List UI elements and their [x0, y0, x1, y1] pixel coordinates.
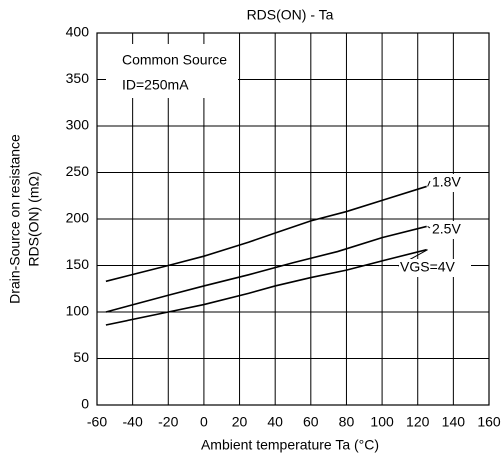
series-line [105, 185, 427, 283]
x-tick-label: 60 [303, 414, 319, 430]
x-tick-label: 140 [442, 414, 466, 430]
leader-line [427, 226, 431, 229]
chart-title: RDS(ON) - Ta [247, 7, 334, 23]
y-tick-label: 350 [66, 70, 90, 86]
label-bg [431, 174, 461, 192]
series-line [105, 225, 427, 313]
x-tick-label: 100 [370, 414, 394, 430]
x-tick-label: 40 [267, 414, 283, 430]
y-tick-label: 300 [66, 117, 90, 133]
y-axis-title: Drain-Source on resistance [7, 134, 23, 304]
label-bg [431, 221, 461, 239]
x-tick-label: 160 [477, 414, 501, 430]
y-tick-label: 150 [66, 256, 90, 272]
x-tick-label: 0 [200, 414, 208, 430]
y-tick-label: 400 [66, 24, 90, 40]
y-tick-label: 100 [66, 303, 90, 319]
x-tick-label: 120 [406, 414, 430, 430]
series-label: 1.8V [432, 174, 461, 190]
y-axis-title: RDS(ON) (mΩ) [26, 171, 42, 266]
x-tick-label: 20 [232, 414, 248, 430]
series-label: VGS=4V [400, 259, 456, 275]
x-tick-label: -20 [158, 414, 178, 430]
annotation: Common Source [122, 52, 227, 68]
x-axis-title: Ambient temperature Ta (°C) [201, 437, 379, 453]
x-tick-label: 80 [339, 414, 355, 430]
x-tick-label: -40 [123, 414, 143, 430]
leader-line [427, 180, 431, 187]
y-tick-label: 200 [66, 210, 90, 226]
x-tick-label: -60 [87, 414, 107, 430]
y-tick-label: 0 [81, 396, 89, 412]
y-tick-label: 50 [73, 349, 89, 365]
annotation-box [106, 44, 238, 98]
y-tick-label: 250 [66, 163, 90, 179]
annotation: ID=250mA [122, 77, 189, 93]
series-label: 2.5V [432, 221, 461, 237]
label-bg [399, 259, 471, 277]
series-line [105, 248, 427, 326]
